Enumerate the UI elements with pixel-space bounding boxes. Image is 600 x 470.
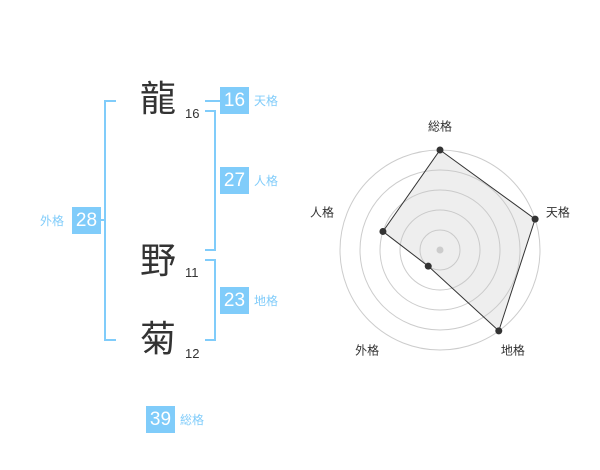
- radar-axis-label: 地格: [500, 343, 525, 358]
- radar-ring: [379, 189, 501, 311]
- radar-axis-label: 人格: [310, 205, 335, 220]
- radar-point: [379, 227, 387, 235]
- chikaku-value: 23: [220, 287, 249, 314]
- chikaku-bracket-top: [205, 259, 216, 261]
- tenkaku-label: 天格: [254, 94, 279, 108]
- gaikaku-bracket-bottom: [104, 339, 116, 341]
- radar-axis-label: 外格: [355, 343, 380, 358]
- radar-axis-label: 総格: [427, 119, 453, 134]
- radar-ring: [359, 169, 521, 331]
- jinkaku-bracket-bottom: [205, 249, 216, 251]
- gaikaku-bracket-link: [100, 219, 105, 221]
- radar-point: [436, 146, 444, 154]
- soukaku-label: 総格: [180, 413, 205, 427]
- gaikaku-bracket-top: [104, 100, 116, 102]
- jinkaku-bracket-top: [205, 110, 216, 112]
- radar-axis-label: 天格: [545, 205, 570, 220]
- radar-point: [495, 327, 503, 335]
- radar-ring: [399, 209, 481, 291]
- gaikaku-label: 外格: [40, 214, 65, 228]
- name-char-1: 龍: [140, 79, 177, 120]
- stroke-count-2: 11: [185, 265, 199, 280]
- radar-ring: [419, 229, 461, 271]
- name-char-2: 野: [140, 241, 177, 282]
- jinkaku-value: 27: [220, 167, 249, 194]
- stroke-count-3: 12: [185, 346, 200, 361]
- chikaku-bracket: [214, 259, 216, 341]
- chikaku-label: 地格: [254, 294, 279, 308]
- chikaku-bracket-bottom: [205, 339, 216, 341]
- stroke-count-1: 16: [185, 106, 200, 121]
- gaikaku-bracket: [104, 100, 106, 341]
- radar-center: [436, 246, 444, 254]
- tenkaku-value: 16: [220, 87, 249, 114]
- gaikaku-value: 28: [72, 207, 101, 234]
- name-char-3: 菊: [140, 319, 177, 360]
- radar-point: [424, 262, 432, 270]
- jinkaku-label: 人格: [254, 174, 279, 188]
- soukaku-value: 39: [146, 406, 175, 433]
- radar-point: [531, 215, 539, 223]
- radar-area: [382, 149, 536, 332]
- jinkaku-bracket: [214, 110, 216, 251]
- tenkaku-connector: [205, 100, 220, 102]
